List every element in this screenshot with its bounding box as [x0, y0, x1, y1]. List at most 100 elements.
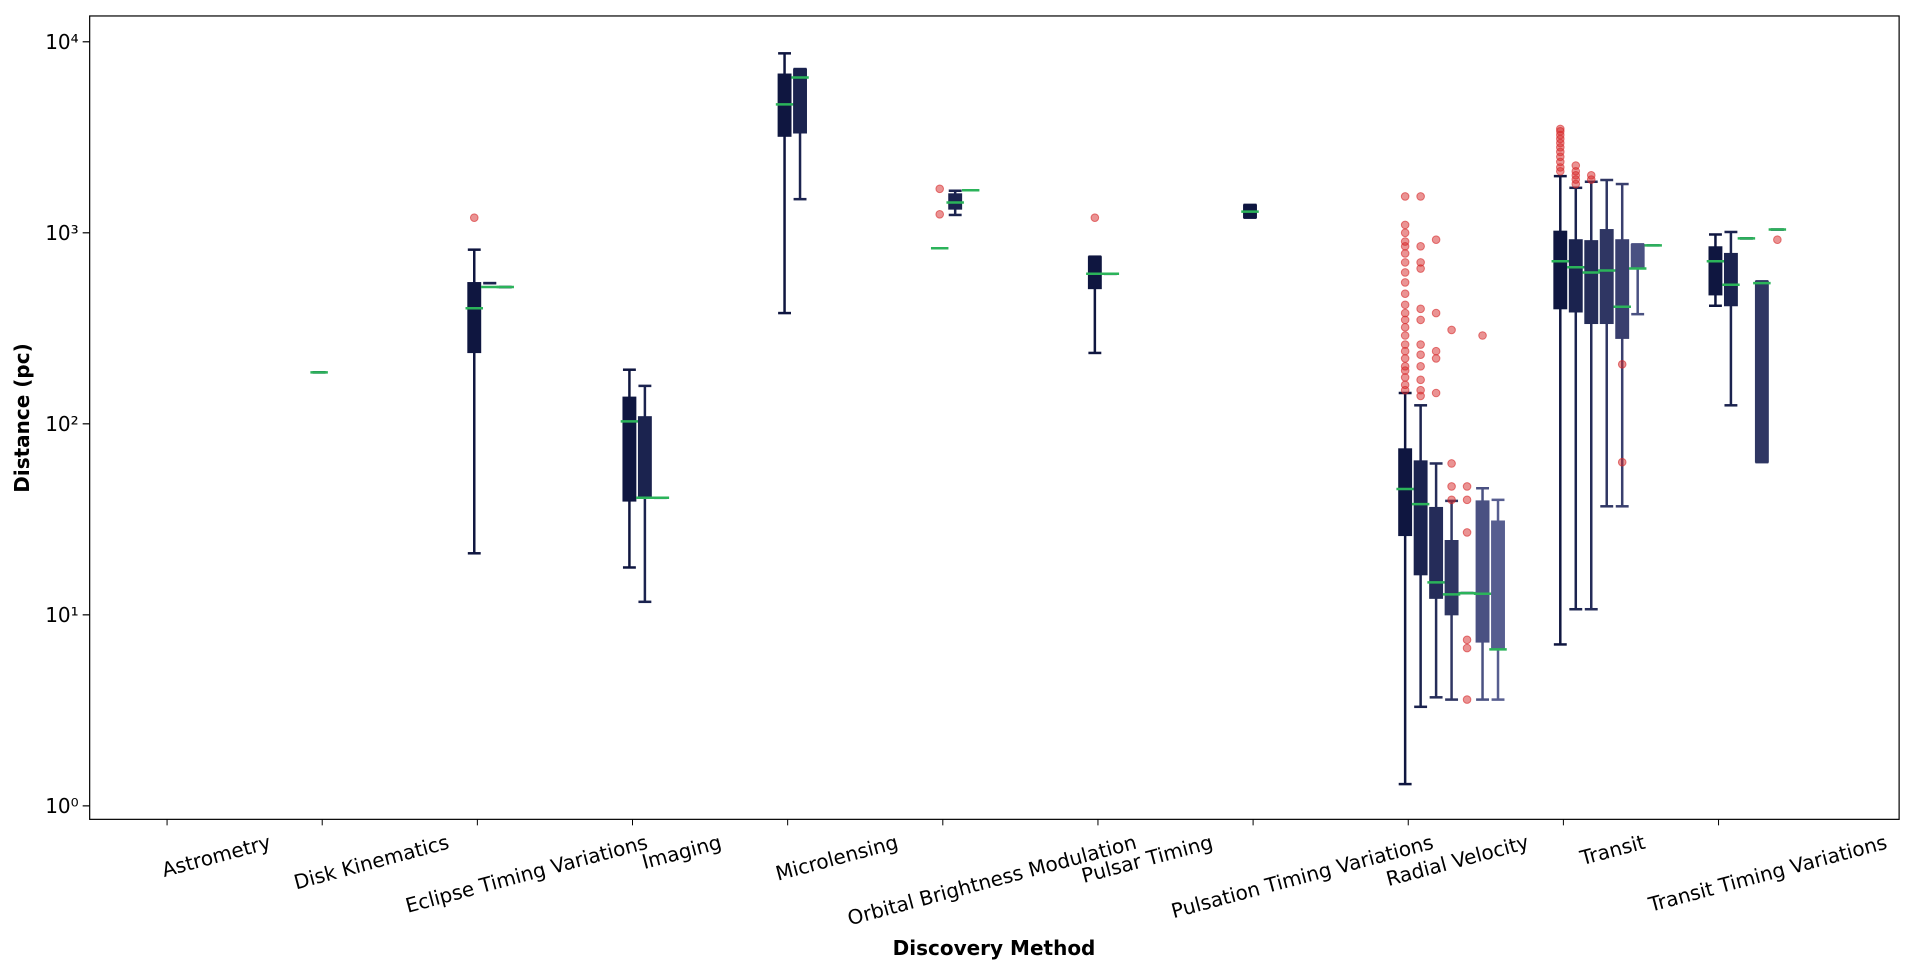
flier: [1431, 388, 1441, 398]
y-tick-label: 10⁰: [45, 794, 78, 818]
box-group: [1086, 213, 1104, 355]
flier: [1478, 331, 1487, 340]
box-group: [620, 368, 639, 569]
flier: [1090, 213, 1100, 222]
flier: [1416, 375, 1425, 385]
flier: [1416, 385, 1425, 395]
flier: [1617, 359, 1627, 369]
box: [793, 68, 807, 134]
box-group: [1567, 161, 1585, 611]
flier: [1431, 354, 1441, 363]
x-tick-label: Imaging: [639, 830, 724, 874]
box-group: [1768, 228, 1787, 245]
flier: [1416, 241, 1425, 251]
box-group: [1396, 192, 1414, 786]
x-tick-label: Transit Timing Variations: [1645, 830, 1889, 917]
flier: [1447, 495, 1456, 505]
flier: [1617, 457, 1627, 467]
plot-frame: [89, 15, 1900, 820]
box-group: [1613, 182, 1631, 508]
flier: [1447, 325, 1456, 335]
box-group: [465, 213, 484, 555]
box: [1584, 240, 1599, 325]
box: [1615, 239, 1630, 339]
box-group: [1473, 331, 1492, 701]
flier: [1555, 124, 1565, 134]
flier: [1586, 171, 1596, 180]
box: [1429, 506, 1444, 599]
flier: [1400, 237, 1410, 246]
flier: [1773, 235, 1782, 245]
box-group: [775, 52, 794, 315]
flier: [1400, 380, 1410, 390]
box-group: [481, 281, 499, 289]
box: [637, 416, 652, 499]
flier: [1400, 300, 1410, 310]
box-group: [791, 67, 809, 201]
box: [1599, 229, 1614, 325]
flier: [1462, 643, 1472, 653]
flier: [1431, 308, 1441, 318]
flier: [1400, 340, 1410, 349]
box: [1754, 280, 1769, 463]
flier: [1416, 304, 1425, 314]
x-tick-label: Transit: [1576, 830, 1647, 871]
flier: [1416, 340, 1425, 349]
box: [1475, 500, 1490, 643]
flier: [1447, 459, 1456, 468]
flier: [1400, 228, 1410, 238]
y-tick-label: 10³: [45, 221, 78, 245]
box-group: [636, 384, 654, 604]
flier: [1462, 495, 1472, 505]
box-group: [1597, 178, 1616, 508]
flier: [1400, 258, 1410, 267]
flier: [935, 184, 945, 194]
box-group: [1753, 280, 1771, 464]
box-group: [946, 189, 964, 217]
flier: [1462, 482, 1472, 491]
flier: [1400, 289, 1410, 298]
box-group: [1628, 243, 1647, 316]
box: [1708, 246, 1723, 296]
flier: [1416, 350, 1425, 360]
flier: [935, 209, 945, 219]
flier: [1400, 308, 1410, 318]
box: [1723, 252, 1738, 307]
flier: [1416, 315, 1425, 325]
x-tick-label: Disk Kinematics: [291, 830, 451, 894]
box-group: [1427, 235, 1445, 699]
box-group: [1442, 325, 1461, 701]
box: [622, 396, 637, 502]
box: [1630, 243, 1645, 270]
box-group: [1489, 498, 1507, 701]
box: [1398, 448, 1413, 537]
flier: [1431, 235, 1441, 245]
flier: [1400, 268, 1410, 277]
flier: [1462, 635, 1472, 645]
flier: [1400, 278, 1410, 287]
box-group: [1706, 233, 1725, 308]
box: [1568, 239, 1583, 313]
flier: [1400, 331, 1410, 340]
box-group: [930, 184, 949, 250]
x-tick-label: Microlensing: [773, 830, 901, 886]
flier: [1400, 220, 1410, 230]
y-tick-label: 10⁴: [45, 30, 78, 54]
flier: [1571, 161, 1581, 170]
flier: [1400, 249, 1410, 258]
x-tick-label: Astrometry: [159, 830, 273, 882]
box: [1444, 540, 1459, 616]
box-group: [1241, 203, 1259, 219]
flier: [1416, 362, 1425, 371]
box-group: [1551, 124, 1570, 646]
x-axis-label: Discovery Method: [893, 936, 1096, 960]
box-group: [1458, 482, 1476, 704]
box: [1553, 230, 1568, 310]
box-group: [1582, 171, 1600, 611]
y-tick-label: 10²: [45, 412, 78, 436]
flier: [469, 213, 479, 222]
flier: [1400, 192, 1410, 201]
y-tick-label: 10¹: [45, 603, 78, 627]
box: [1413, 460, 1428, 576]
